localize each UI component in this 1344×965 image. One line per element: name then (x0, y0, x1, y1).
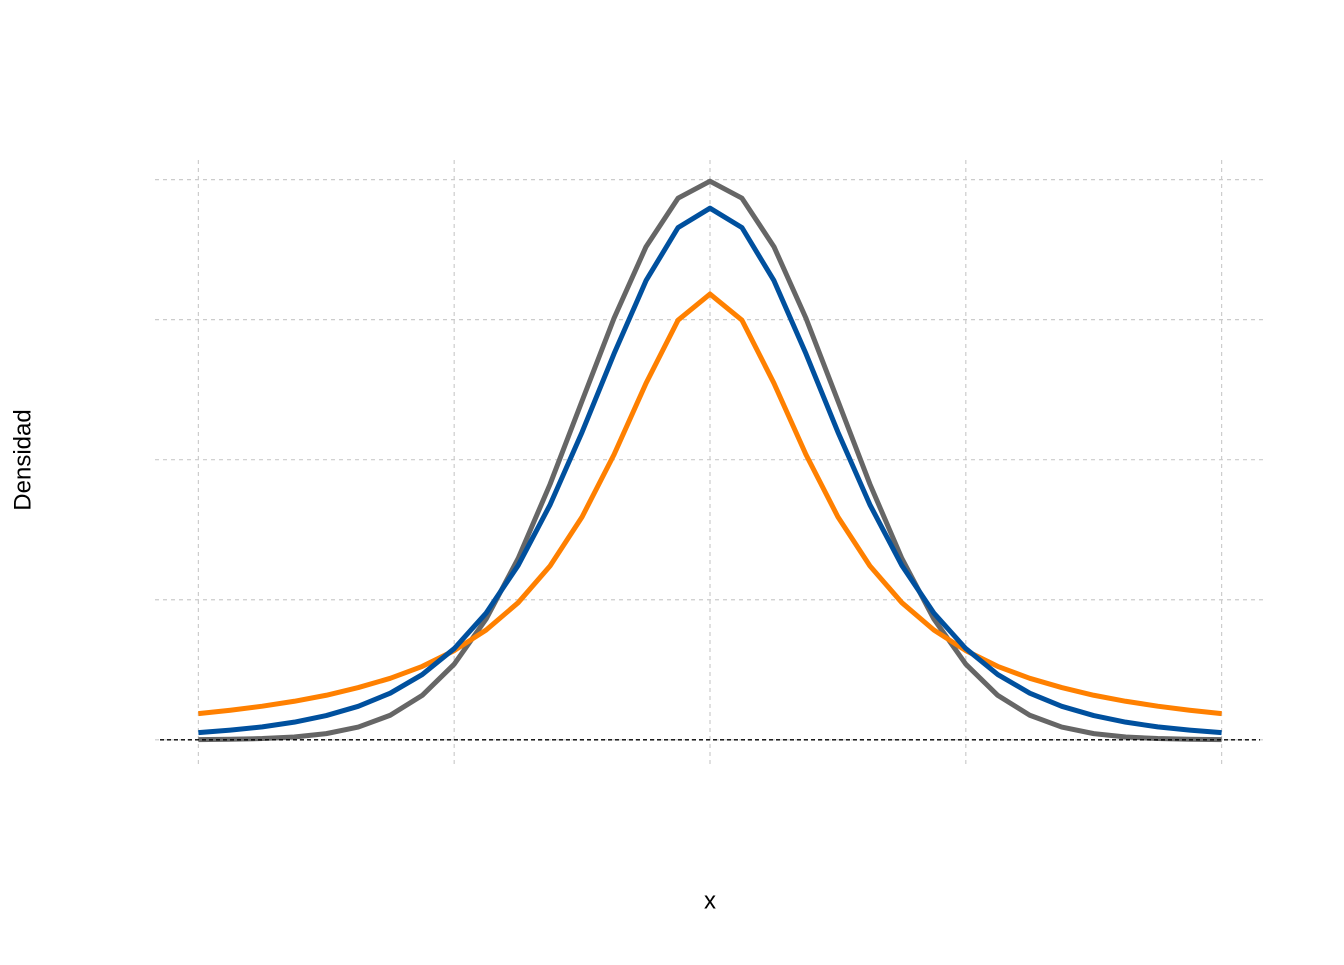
series-line (198, 205, 1222, 736)
series-line (198, 291, 1222, 717)
y-axis-label: Densidad (9, 409, 36, 510)
series-line (198, 178, 1222, 743)
x-axis-label: x (704, 887, 716, 914)
